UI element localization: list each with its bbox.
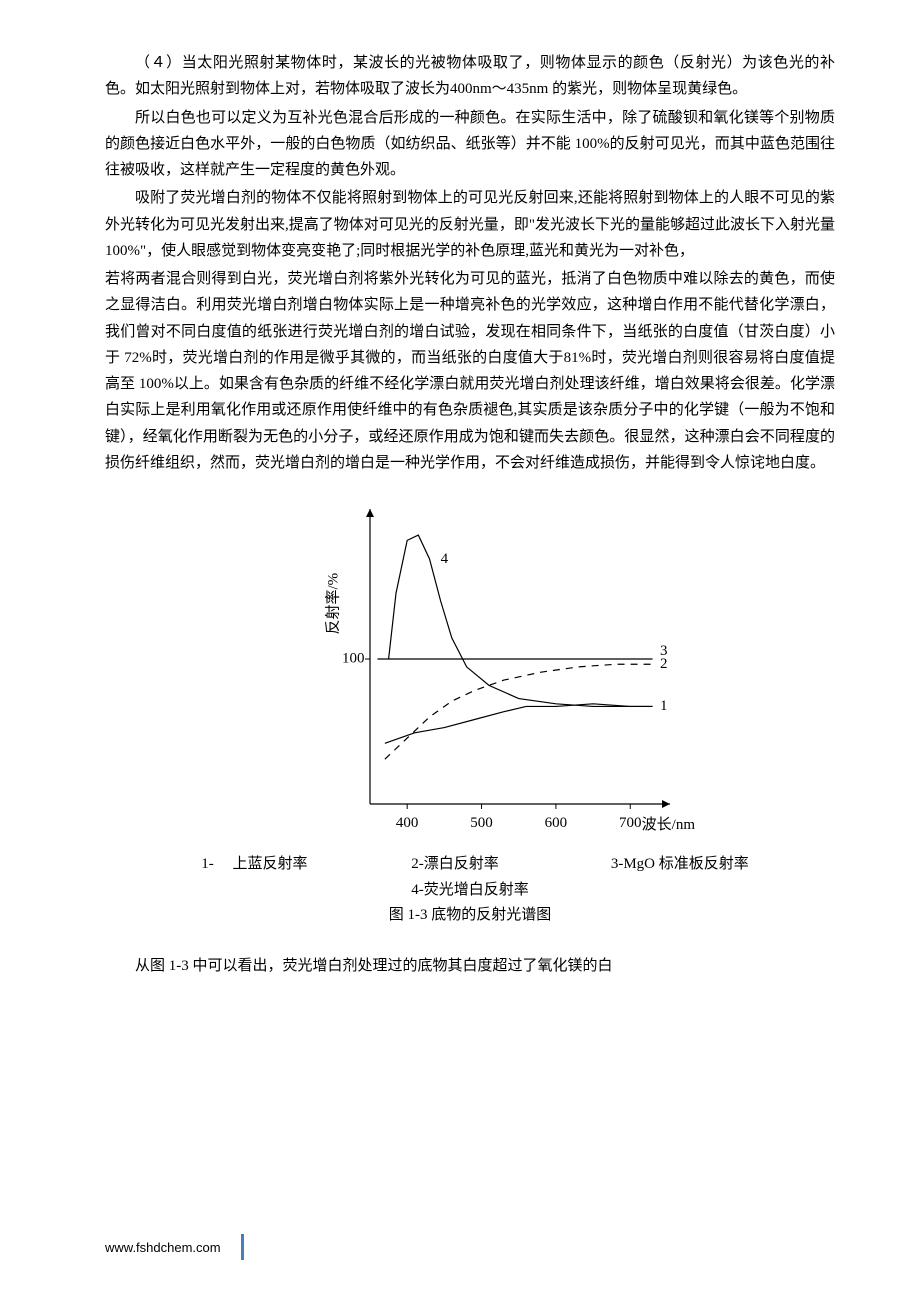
footer-url: www.fshdchem.com: [105, 1240, 221, 1255]
paragraph-5: 从图 1-3 中可以看出，荧光增白剂处理过的底物其白度超过了氧化镁的白: [105, 953, 835, 979]
curve-label-3: 3: [660, 643, 668, 660]
curve-label-1: 1: [660, 698, 668, 715]
page-footer: www.fshdchem.com: [105, 1234, 244, 1260]
paragraph-2: 所以白色也可以定义为互补光色混合后形成的一种颜色。在实际生活中，除了硫酸钡和氧化…: [105, 105, 835, 184]
x-tick-label: 700: [619, 815, 642, 832]
paragraph-4: 若将两者混合则得到白光，荧光增白剂将紫外光转化为可见的蓝光，抵消了白色物质中难以…: [105, 266, 835, 476]
reflectance-spectrum-chart: 反射率/% 波长/nm 400500600700100 1234: [240, 484, 700, 844]
legend-item-1: 1- 上蓝反射率: [201, 852, 361, 878]
paragraph-3: 吸附了荧光增白剂的物体不仅能将照射到物体上的可见光反射回来,还能将照射到物体上的…: [105, 185, 835, 264]
footer-divider: [241, 1234, 244, 1260]
x-tick-label: 600: [545, 815, 568, 832]
chart-svg: [240, 484, 700, 844]
legend-line-2: 4-荧光增白反射率: [105, 878, 835, 904]
x-tick-label: 500: [470, 815, 493, 832]
legend-item-2: 2-漂白反射率: [365, 852, 545, 878]
figure-caption: 图 1-3 底物的反射光谱图: [105, 903, 835, 929]
legend-line-1: 1- 上蓝反射率 2-漂白反射率 3-MgO 标准板反射率: [105, 852, 835, 878]
paragraph-1: （４）当太阳光照射某物体时，某波长的光被物体吸取了，则物体显示的颜色（反射光）为…: [105, 50, 835, 103]
x-tick-label: 400: [396, 815, 419, 832]
y-axis-label: 反射率/%: [322, 573, 343, 635]
x-axis-label: 波长/nm: [642, 813, 695, 834]
curve-label-4: 4: [441, 551, 449, 568]
y-tick-label: 100: [342, 651, 365, 668]
legend-item-3: 3-MgO 标准板反射率: [549, 852, 749, 878]
